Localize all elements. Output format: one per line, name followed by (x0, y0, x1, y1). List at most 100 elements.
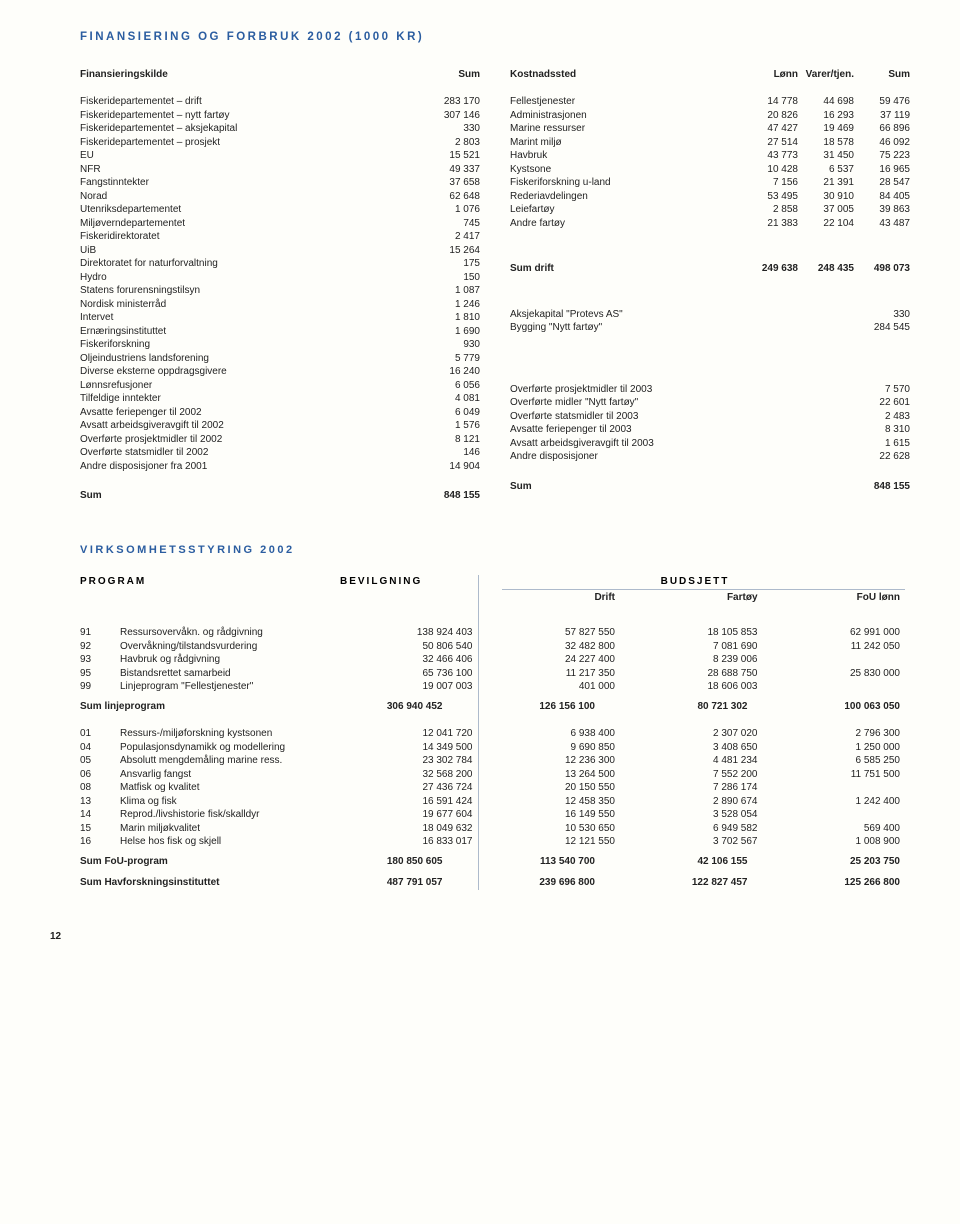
row-label: Administrasjonen (510, 109, 742, 123)
prog-code: 06 (80, 768, 120, 782)
right-sum-drift: Sum drift 249 638 248 435 498 073 (510, 262, 910, 276)
cost-row: Leiefartøy2 85837 00539 863 (510, 203, 910, 217)
row-a: 47 427 (742, 122, 798, 136)
row-label: Intervet (80, 311, 416, 325)
row-label: Overførte prosjektmidler til 2002 (80, 433, 416, 447)
row-c: 59 476 (854, 95, 910, 109)
prog-v0: 65 736 100 (340, 667, 483, 681)
right-column: Kostnadssted Lønn Varer/tjen. Sum Felles… (510, 68, 910, 503)
row-b: 22 104 (798, 217, 854, 231)
prog-v1: 57 827 550 (483, 626, 626, 640)
right-rows-1: Fellestjenester14 77844 69859 476Adminis… (510, 95, 910, 230)
prog-v3: 569 400 (768, 822, 911, 836)
sum-fou: Sum FoU-program 180 850 605 113 540 700 … (80, 855, 910, 869)
cost-row: Overførte midler "Nytt fartøy"22 601 (510, 396, 910, 410)
prog-v1: 401 000 (483, 680, 626, 694)
cost-row: Rederiavdelingen53 49530 91084 405 (510, 190, 910, 204)
prog-name: Ressurs-/miljøforskning kystsonen (120, 727, 340, 741)
row-c: 46 092 (854, 136, 910, 150)
prog-code: 95 (80, 667, 120, 681)
prog-v0: 14 349 500 (340, 741, 483, 755)
row-label: Overførte statsmidler til 2002 (80, 446, 416, 460)
right-header-c1: Lønn (742, 68, 798, 82)
prog-name: Helse hos fisk og skjell (120, 835, 340, 849)
row-value: 1 810 (416, 311, 480, 325)
row-label: Fiskeridepartementet – nytt fartøy (80, 109, 416, 123)
prog-v1: 9 690 850 (483, 741, 626, 755)
row-value: 283 170 (416, 95, 480, 109)
program-row: 08Matfisk og kvalitet27 436 72420 150 55… (80, 781, 910, 795)
row-value: 49 337 (416, 163, 480, 177)
row-value: 307 146 (416, 109, 480, 123)
prog-code: 99 (80, 680, 120, 694)
row-label: Marine ressurser (510, 122, 742, 136)
row-c: 8 310 (854, 423, 910, 437)
row-value: 15 264 (416, 244, 480, 258)
prog-v0: 32 568 200 (340, 768, 483, 782)
left-header-sum: Sum (416, 68, 480, 82)
prog-v2: 2 307 020 (625, 727, 768, 741)
row-b: 44 698 (798, 95, 854, 109)
prog-code: 14 (80, 808, 120, 822)
finance-row: Fiskeridirektoratet2 417 (80, 230, 480, 244)
row-label: Overførte prosjektmidler til 2003 (510, 383, 742, 397)
finance-row: Andre disposisjoner fra 200114 904 (80, 460, 480, 474)
right-header-c3: Sum (854, 68, 910, 82)
prog-v1: 12 236 300 (483, 754, 626, 768)
prog-v2: 4 481 234 (625, 754, 768, 768)
prog-v3: 1 242 400 (768, 795, 911, 809)
row-b: 21 391 (798, 176, 854, 190)
row-label: Leiefartøy (510, 203, 742, 217)
prog-v3 (768, 680, 911, 694)
row-label: Lønnsrefusjoner (80, 379, 416, 393)
prog-name: Havbruk og rådgivning (120, 653, 340, 667)
row-label: Andre disposisjoner (510, 450, 742, 464)
prog-v0: 27 436 724 (340, 781, 483, 795)
prog-v3 (768, 808, 911, 822)
prog-v1: 32 482 800 (483, 640, 626, 654)
prog-v1: 24 227 400 (483, 653, 626, 667)
program-row: 15Marin miljøkvalitet18 049 63210 530 65… (80, 822, 910, 836)
row-value: 146 (416, 446, 480, 460)
row-label: Andre fartøy (510, 217, 742, 231)
program-row: 05Absolutt mengdemåling marine ress.23 3… (80, 754, 910, 768)
prog-name: Ansvarlig fangst (120, 768, 340, 782)
right-header-label: Kostnadssted (510, 68, 742, 82)
row-value: 6 056 (416, 379, 480, 393)
cost-row: Marint miljø27 51418 57846 092 (510, 136, 910, 150)
finance-row: Tilfeldige inntekter4 081 (80, 392, 480, 406)
prog-v3: 2 796 300 (768, 727, 911, 741)
left-column: Finansieringskilde Sum Fiskeridepartemen… (80, 68, 480, 503)
row-label: Fiskeridepartementet – aksjekapital (80, 122, 416, 136)
prog-name: Populasjonsdynamikk og modellering (120, 741, 340, 755)
prog-v1: 16 149 550 (483, 808, 626, 822)
sum-drift-a: 249 638 (742, 262, 798, 276)
sum-drift-c: 498 073 (854, 262, 910, 276)
finance-row: Utenriksdepartementet1 076 (80, 203, 480, 217)
row-label: Utenriksdepartementet (80, 203, 416, 217)
row-c: 39 863 (854, 203, 910, 217)
prog-v2: 28 688 750 (625, 667, 768, 681)
sub-drift: Drift (483, 591, 626, 605)
ph-program: PROGRAM (80, 575, 340, 589)
prog-code: 16 (80, 835, 120, 849)
prog-v1: 12 121 550 (483, 835, 626, 849)
row-b: 37 005 (798, 203, 854, 217)
finance-row: Nordisk ministerråd1 246 (80, 298, 480, 312)
prog-name: Absolutt mengdemåling marine ress. (120, 754, 340, 768)
finance-row: Avsatte feriepenger til 20026 049 (80, 406, 480, 420)
finance-row: Fiskeridepartementet – prosjekt2 803 (80, 136, 480, 150)
program-block-1: 91Ressursovervåkn. og rådgivning138 924 … (80, 626, 910, 694)
row-b: 18 578 (798, 136, 854, 150)
row-label: Fiskeridepartementet – drift (80, 95, 416, 109)
row-label: Marint miljø (510, 136, 742, 150)
left-header-row: Finansieringskilde Sum (80, 68, 480, 82)
prog-name: Matfisk og kvalitet (120, 781, 340, 795)
row-label: Fiskeridirektoratet (80, 230, 416, 244)
row-a: 2 858 (742, 203, 798, 217)
row-label: Fangstinntekter (80, 176, 416, 190)
finance-row: Oljeindustriens landsforening5 779 (80, 352, 480, 366)
row-a: 20 826 (742, 109, 798, 123)
row-a: 43 773 (742, 149, 798, 163)
cost-row: Marine ressurser47 42719 46966 896 (510, 122, 910, 136)
